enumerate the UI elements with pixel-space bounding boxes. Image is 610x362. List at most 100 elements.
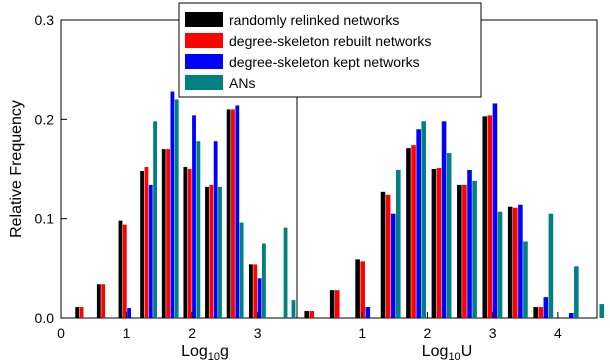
legend-swatch: [185, 33, 223, 48]
bar-left-3-5: [196, 141, 201, 318]
x-axis-label-left: Log10g: [181, 343, 229, 362]
bar-right-0-1: [329, 290, 335, 318]
bar-right-0-0: [304, 311, 310, 318]
x-axis-label-left-var: g: [220, 343, 229, 360]
legend-swatch: [185, 75, 223, 90]
bar-right-1-6: [462, 184, 467, 318]
bar-left-3-8: [261, 243, 266, 318]
x-axis-label-left-main: Log: [181, 343, 208, 360]
left-panel-bars: [75, 91, 296, 319]
legend-entries: randomly relinked networks degree-skeleto…: [185, 12, 431, 91]
legend-swatch: [185, 54, 223, 69]
bar-left-3-9: [283, 227, 288, 318]
bar-left-2-6: [213, 141, 218, 318]
bar-left-3-3: [153, 121, 157, 318]
bar-right-3-11: [599, 304, 605, 318]
bar-left-0-3: [140, 170, 145, 318]
legend-swatch: [185, 12, 223, 27]
bar-left-0-2: [118, 220, 123, 318]
x-tick-label-right: 3: [489, 325, 497, 341]
bar-left-extra: [291, 300, 296, 318]
bar-right-0-5: [431, 169, 437, 318]
bar-right-2-9: [543, 297, 549, 318]
x-axis-label-right-sub: 10: [448, 351, 460, 362]
legend-label: degree-skeleton kept networks: [229, 54, 420, 70]
bar-right-1-1: [334, 290, 340, 318]
bar-left-0-5: [183, 167, 188, 318]
bar-right-3-8: [523, 241, 528, 318]
bar-left-1-2: [122, 224, 127, 318]
bar-right-0-7: [482, 116, 488, 318]
bar-right-2-6: [467, 169, 472, 318]
bar-right-2-8: [518, 204, 523, 318]
x-tick-label-left: 0: [57, 325, 65, 341]
bar-right-2-5: [441, 121, 447, 318]
bar-left-2-2: [127, 308, 132, 318]
y-tick-label: 0.1: [35, 211, 55, 227]
bar-right-3-4: [421, 121, 427, 318]
bar-left-3-6: [218, 186, 222, 318]
bar-left-1-7: [231, 109, 235, 319]
bar-left-3-7: [239, 222, 244, 318]
x-axis-label-right: Log10U: [422, 343, 473, 362]
bar-left-1-4: [166, 149, 170, 318]
y-tick-label: 0.3: [35, 12, 55, 28]
bar-left-2-5: [192, 115, 196, 318]
bar-right-1-9: [538, 307, 544, 318]
y-tick-label: 0.2: [35, 111, 55, 127]
x-tick-label-left: 3: [254, 325, 262, 341]
bar-left-1-6: [209, 184, 214, 318]
bar-right-3-6: [472, 180, 477, 318]
legend-box: [178, 2, 482, 98]
bar-left-1-0: [79, 307, 84, 318]
bar-left-1-8: [253, 264, 258, 318]
bar-right-0-8: [507, 206, 513, 318]
bar-right-0-6: [457, 184, 462, 318]
bar-left-3-4: [174, 99, 179, 318]
x-axis-label-right-var: U: [461, 343, 473, 360]
bar-right-0-2: [355, 259, 360, 318]
x-axis-label-right-main: Log: [422, 343, 449, 360]
bar-right-3-9: [548, 213, 554, 318]
legend-label: degree-skeleton rebuilt networks: [229, 33, 431, 49]
bar-left-0-8: [249, 264, 253, 318]
bar-left-0-6: [205, 186, 209, 318]
x-tick-label-left: 2: [188, 325, 196, 341]
bar-left-1-3: [144, 167, 149, 318]
bar-right-1-3: [385, 194, 391, 318]
x-axis-label-left-sub: 10: [208, 351, 220, 362]
bar-right-1-8: [513, 207, 518, 318]
bar-left-1-1: [101, 284, 106, 318]
x-tick-label-left: 1: [123, 325, 131, 341]
bar-left-0-7: [226, 109, 231, 319]
bar-right-2-3: [390, 213, 396, 318]
bar-right-0-3: [380, 191, 386, 318]
bar-right-2-2: [365, 307, 371, 318]
legend: randomly relinked networks degree-skeleto…: [178, 2, 482, 98]
legend-label: randomly relinked networks: [229, 12, 399, 28]
bar-right-3-3: [396, 169, 401, 318]
bar-left-2-8: [257, 278, 262, 318]
bar-right-2-4: [416, 129, 421, 318]
x-tick-label-right: 4: [554, 325, 562, 341]
bar-left-0-4: [161, 149, 166, 318]
x-tick-label-right: 1: [358, 325, 366, 341]
bar-right-1-5: [436, 168, 442, 318]
bar-left-0-0: [75, 307, 80, 318]
bar-right-2-7: [492, 103, 498, 318]
bar-right-2-10: [568, 313, 574, 318]
bar-right-3-7: [497, 211, 503, 318]
y-tick-label: 0.0: [35, 310, 55, 326]
bar-right-0-4: [406, 148, 411, 318]
bar-right-3-10: [574, 266, 579, 318]
bar-left-2-4: [170, 91, 175, 319]
bar-right-0-9: [533, 307, 538, 318]
bar-right-1-4: [411, 145, 416, 318]
bar-right-1-0: [309, 311, 315, 318]
bar-right-1-2: [360, 261, 365, 318]
bar-left-0-1: [96, 284, 101, 318]
bar-right-1-7: [487, 115, 493, 318]
x-tick-label-right: 2: [424, 325, 432, 341]
right-panel-bars: [304, 103, 605, 318]
